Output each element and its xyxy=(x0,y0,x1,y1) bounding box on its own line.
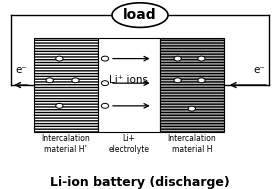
Text: load: load xyxy=(123,8,157,22)
Circle shape xyxy=(101,56,109,61)
Bar xyxy=(160,38,224,132)
Circle shape xyxy=(188,106,195,111)
Circle shape xyxy=(198,56,205,61)
Circle shape xyxy=(101,103,109,108)
Text: Intercalation
material H’: Intercalation material H’ xyxy=(41,134,90,154)
Ellipse shape xyxy=(112,3,168,27)
Text: e⁻: e⁻ xyxy=(253,65,265,75)
Text: e⁻: e⁻ xyxy=(15,65,27,75)
Circle shape xyxy=(101,81,109,86)
Circle shape xyxy=(198,78,205,83)
Circle shape xyxy=(174,56,181,61)
Bar xyxy=(98,38,160,132)
Bar xyxy=(34,38,98,132)
Circle shape xyxy=(56,103,63,108)
Text: Intercalation
material H: Intercalation material H xyxy=(167,134,216,154)
Text: Li⁺ ions: Li⁺ ions xyxy=(109,75,148,85)
Text: Li+
electrolyte: Li+ electrolyte xyxy=(108,134,149,154)
Circle shape xyxy=(56,56,63,61)
Text: Li-ion battery (discharge): Li-ion battery (discharge) xyxy=(50,176,230,189)
Circle shape xyxy=(72,78,79,83)
Circle shape xyxy=(174,78,181,83)
Circle shape xyxy=(46,78,53,83)
